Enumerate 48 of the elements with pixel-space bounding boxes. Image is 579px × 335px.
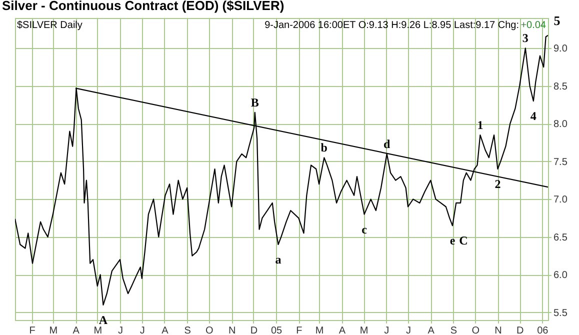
annotation: d: [384, 136, 391, 151]
y-tick-label: 7.0: [554, 194, 568, 206]
x-tick-label: S: [450, 326, 458, 335]
annotation: c: [362, 222, 368, 236]
y-tick-label: 7.5: [554, 156, 568, 168]
y-tick-label: 8.5: [554, 81, 568, 92]
y-tick-label: 9.0: [554, 44, 568, 55]
annotation: b: [320, 140, 328, 155]
annotation: a: [275, 252, 282, 266]
annotation: 2: [494, 177, 501, 191]
x-tick-label: A: [162, 326, 169, 335]
text: 5: [554, 13, 561, 28]
x-tick-label: M: [94, 326, 102, 335]
x-tick-label: O: [206, 326, 214, 335]
x-tick-label: F: [29, 326, 36, 335]
x-tick-label: A: [72, 326, 80, 335]
x-tick-label: 05: [270, 326, 283, 335]
annotation: 9-Jan-2006 16:00ET O:9.13 H:9.26 L:8.95 Last:9.17 Chg:: [264, 20, 519, 31]
x-tick-label: M: [360, 326, 368, 335]
x-tick-label: S: [184, 326, 192, 335]
x-tick-label: A: [428, 326, 435, 335]
y-tick-label: 6.5: [554, 232, 568, 244]
annotation: 3: [522, 31, 528, 46]
y-tick-label: 5.5: [554, 308, 568, 319]
x-tick-label: D: [516, 326, 524, 335]
annotation: $SILVER Daily: [17, 20, 82, 31]
x-tick-label: D: [250, 326, 258, 335]
annotation: 1: [477, 118, 484, 132]
x-tick-label: J: [406, 326, 412, 335]
chart-title: Silver - Continuous Contract (EOD) ($SILVER): [2, 0, 284, 13]
x-tick-label: M: [315, 326, 324, 335]
annotation: B: [250, 95, 259, 110]
x-tick-label: M: [49, 326, 58, 335]
x-tick-label: 06: [537, 326, 549, 335]
x-tick-label: A: [338, 326, 346, 335]
annotation: +0.04: [520, 20, 546, 31]
annotation: C: [459, 234, 468, 248]
annotation: 4: [530, 109, 536, 124]
x-tick-label: N: [494, 326, 502, 335]
y-tick-label: 8.0: [554, 119, 568, 130]
x-tick-label: J: [140, 326, 145, 335]
x-tick-label: N: [228, 326, 236, 335]
x-tick-label: F: [296, 326, 302, 335]
x-tick-label: J: [384, 326, 390, 335]
annotation: e: [450, 234, 456, 248]
y-tick-label: 6.0: [554, 270, 568, 282]
x-tick-label: J: [118, 326, 123, 335]
x-tick-label: O: [472, 326, 480, 335]
